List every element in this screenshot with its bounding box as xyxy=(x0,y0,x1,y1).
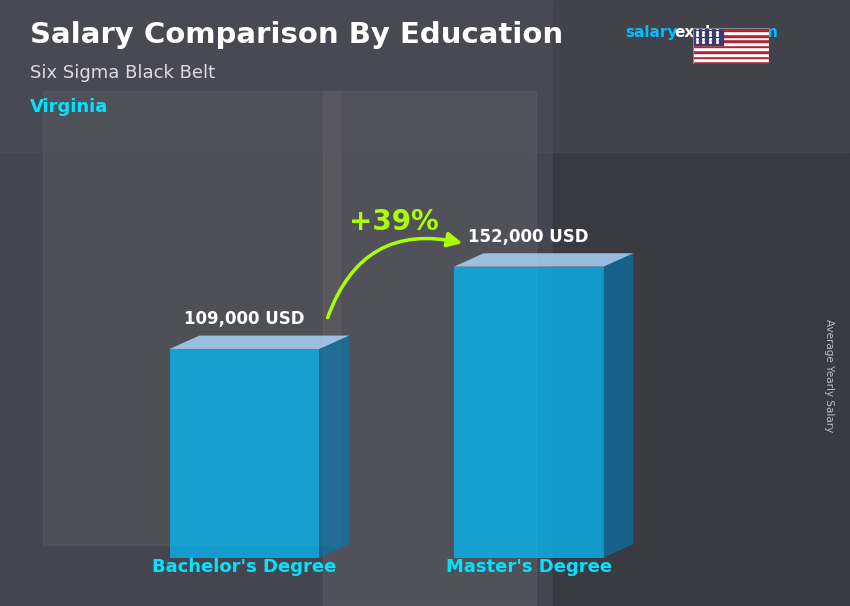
Text: +39%: +39% xyxy=(349,208,439,236)
Bar xyxy=(693,45,769,47)
Text: Salary Comparison By Education: Salary Comparison By Education xyxy=(30,21,563,49)
Bar xyxy=(0,0,850,152)
Bar xyxy=(693,34,769,36)
Polygon shape xyxy=(454,253,633,267)
Bar xyxy=(693,56,769,58)
Text: 109,000 USD: 109,000 USD xyxy=(184,310,304,328)
Bar xyxy=(693,53,769,56)
Text: explorer: explorer xyxy=(674,25,746,41)
Text: salary: salary xyxy=(625,25,677,41)
Bar xyxy=(552,0,850,606)
Polygon shape xyxy=(604,253,633,558)
Text: Average Yearly Salary: Average Yearly Salary xyxy=(824,319,834,432)
Polygon shape xyxy=(170,336,349,349)
Bar xyxy=(693,36,769,39)
Bar xyxy=(693,61,769,64)
Bar xyxy=(693,28,769,31)
Text: 152,000 USD: 152,000 USD xyxy=(468,228,589,245)
Text: Virginia: Virginia xyxy=(30,98,108,116)
Polygon shape xyxy=(320,336,349,558)
Bar xyxy=(693,39,769,42)
Polygon shape xyxy=(454,267,604,558)
Text: Six Sigma Black Belt: Six Sigma Black Belt xyxy=(30,64,215,82)
Bar xyxy=(693,28,723,45)
Text: .com: .com xyxy=(738,25,779,41)
Bar xyxy=(693,31,769,34)
Bar xyxy=(693,47,769,50)
Bar xyxy=(42,91,340,545)
Bar xyxy=(693,42,769,45)
Bar xyxy=(323,91,536,606)
Text: Bachelor's Degree: Bachelor's Degree xyxy=(152,558,337,576)
Bar xyxy=(693,58,769,61)
Bar xyxy=(693,50,769,53)
Polygon shape xyxy=(170,349,320,558)
Text: Master's Degree: Master's Degree xyxy=(445,558,612,576)
